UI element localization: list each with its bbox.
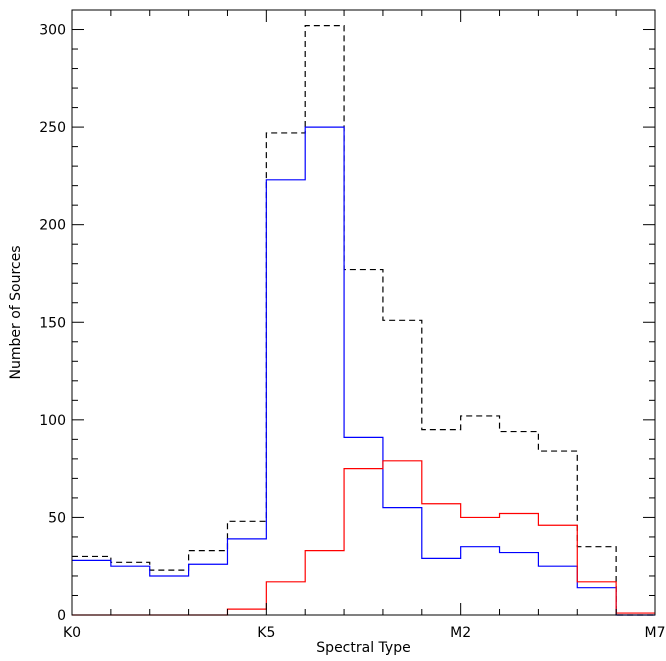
- y-axis-label: Number of Sources: [8, 245, 24, 379]
- y-tick-label: 150: [39, 315, 66, 331]
- y-tick-label: 50: [48, 510, 66, 526]
- series-line-1: [72, 126, 655, 616]
- ticks-layer: [71, 9, 656, 616]
- tick-labels: K0 K5 M2 M7 0 50 100 150 200 250 300: [39, 23, 665, 641]
- y-tick-label: 250: [39, 120, 66, 136]
- x-tick-label: M7: [645, 625, 666, 641]
- x-axis-label: Spectral Type: [316, 640, 410, 656]
- series-line-2: [72, 460, 655, 616]
- y-tick-label: 200: [39, 218, 66, 234]
- plot-frame: [71, 9, 656, 616]
- x-tick-label: M2: [450, 625, 471, 641]
- y-tick-label: 300: [39, 23, 66, 39]
- y-tick-label: 0: [57, 608, 66, 624]
- series-line-0: [72, 25, 655, 616]
- series-layer: [72, 25, 655, 616]
- x-tick-label: K5: [257, 625, 275, 641]
- y-tick-label: 100: [39, 413, 66, 429]
- x-tick-label: K0: [63, 625, 81, 641]
